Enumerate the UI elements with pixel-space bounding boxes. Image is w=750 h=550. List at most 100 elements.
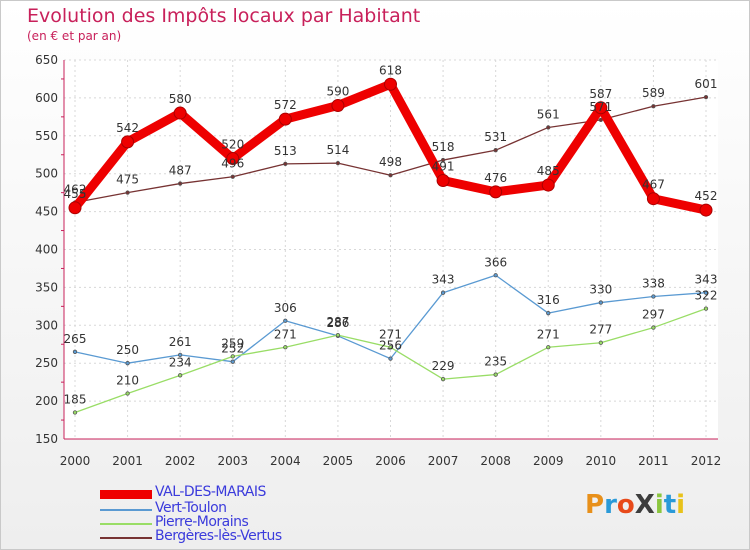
data-label-bergeres-les-vertus: 531 [484,130,507,144]
legend-swatch [100,523,152,525]
data-point-pierre-morains [546,345,551,350]
data-label-vert-toulon: 366 [484,255,507,269]
x-tick-label: 2006 [375,454,406,468]
data-point-val-des-marais [173,106,187,120]
data-point-bergeres-les-vertus [125,190,130,195]
data-point-pierre-morains [440,376,446,382]
data-point-vert-toulon [546,311,551,316]
y-tick-label: 350 [35,280,58,294]
y-tick-label: 600 [35,91,58,105]
x-tick-label: 2008 [480,454,511,468]
y-tick-label: 550 [35,129,58,143]
data-point-vert-toulon [493,273,498,278]
logo-letter: r [604,490,617,520]
data-label-pierre-morains: 229 [432,359,455,373]
data-point-val-des-marais [541,178,555,192]
data-label-val-des-marais: 618 [379,63,402,77]
logo-letter: X [634,490,655,520]
data-label-vert-toulon: 261 [169,335,192,349]
data-point-bergeres-les-vertus [440,157,446,163]
data-point-pierre-morains [651,325,656,330]
data-point-vert-toulon [72,349,78,354]
data-point-pierre-morains [703,306,709,311]
proxiti-logo: ProXiti [585,490,685,520]
y-tick-label: 650 [35,53,58,67]
data-point-pierre-morains [493,372,498,377]
data-label-val-des-marais: 467 [642,178,665,192]
data-point-val-des-marais [646,192,660,206]
data-label-val-des-marais: 520 [221,138,244,152]
data-point-pierre-morains [388,345,393,350]
data-point-bergeres-les-vertus [230,174,235,179]
data-label-val-des-marais: 452 [695,189,718,203]
data-point-val-des-marais [226,152,240,166]
data-label-bergeres-les-vertus: 514 [326,143,349,157]
data-point-val-des-marais [384,77,397,91]
data-point-val-des-marais [331,98,345,112]
data-point-val-des-marais [278,112,292,126]
data-point-bergeres-les-vertus [178,181,183,186]
data-label-vert-toulon: 343 [432,273,455,287]
data-label-val-des-marais: 587 [589,87,612,101]
data-label-pierre-morains: 271 [274,327,297,341]
data-point-val-des-marais [594,101,608,115]
data-label-val-des-marais: 455 [64,187,87,201]
data-point-bergeres-les-vertus [283,161,288,166]
data-label-bergeres-les-vertus: 487 [169,164,192,178]
data-point-val-des-marais [68,201,82,215]
legend-label: Bergères-lès-Vertus [155,528,282,544]
data-label-pierre-morains: 277 [589,323,612,337]
data-point-pierre-morains [230,354,235,359]
data-point-vert-toulon [230,359,235,364]
data-point-pierre-morains [598,340,603,345]
data-label-bergeres-les-vertus: 498 [379,155,402,169]
y-tick-label: 300 [35,318,58,332]
legend-label: Pierre-Morains [155,514,249,530]
data-point-bergeres-les-vertus [546,125,551,130]
data-label-vert-toulon: 250 [116,343,139,357]
x-tick-label: 2007 [428,454,459,468]
data-label-val-des-marais: 491 [432,160,455,174]
legend-label: Vert-Toulon [155,500,227,516]
data-label-vert-toulon: 330 [589,283,612,297]
data-point-pierre-morains [72,410,78,415]
data-label-pierre-morains: 271 [537,327,560,341]
data-point-vert-toulon [598,300,603,305]
legend-swatch [100,490,152,499]
data-label-bergeres-les-vertus: 513 [274,144,297,158]
data-point-bergeres-les-vertus [388,173,393,178]
data-point-pierre-morains [283,345,288,350]
data-point-bergeres-les-vertus [493,148,498,153]
y-tick-label: 150 [35,432,58,446]
data-label-bergeres-les-vertus: 518 [432,140,455,154]
data-point-pierre-morains [178,373,183,378]
data-label-vert-toulon: 286 [326,316,349,330]
data-label-bergeres-les-vertus: 571 [589,100,612,114]
logo-letter: i [654,490,664,520]
data-point-val-des-marais [699,203,713,217]
legend-label: VAL-DES-MARAIS [155,484,266,500]
data-label-bergeres-les-vertus: 601 [695,77,718,91]
logo-letter: P [585,490,605,520]
x-tick-label: 2002 [165,454,196,468]
data-label-bergeres-les-vertus: 561 [537,107,560,121]
data-label-pierre-morains: 210 [116,374,139,388]
x-tick-label: 2011 [638,454,669,468]
data-point-vert-toulon [703,290,709,295]
data-label-pierre-morains: 322 [695,289,718,303]
data-label-bergeres-les-vertus: 496 [221,157,244,171]
y-tick-label: 500 [35,167,58,181]
legend-swatch [100,537,152,539]
chart-title: Evolution des Impôts locaux par Habitant [27,5,421,27]
x-tick-label: 2005 [323,454,354,468]
data-label-bergeres-les-vertus: 589 [642,86,665,100]
data-label-bergeres-les-vertus: 475 [116,173,139,187]
data-point-val-des-marais [121,135,135,149]
data-point-bergeres-les-vertus [598,117,603,123]
x-tick-label: 2003 [217,454,248,468]
y-tick-label: 200 [35,394,58,408]
data-label-val-des-marais: 580 [169,92,192,106]
data-label-val-des-marais: 572 [274,98,297,112]
data-point-vert-toulon [651,294,656,299]
